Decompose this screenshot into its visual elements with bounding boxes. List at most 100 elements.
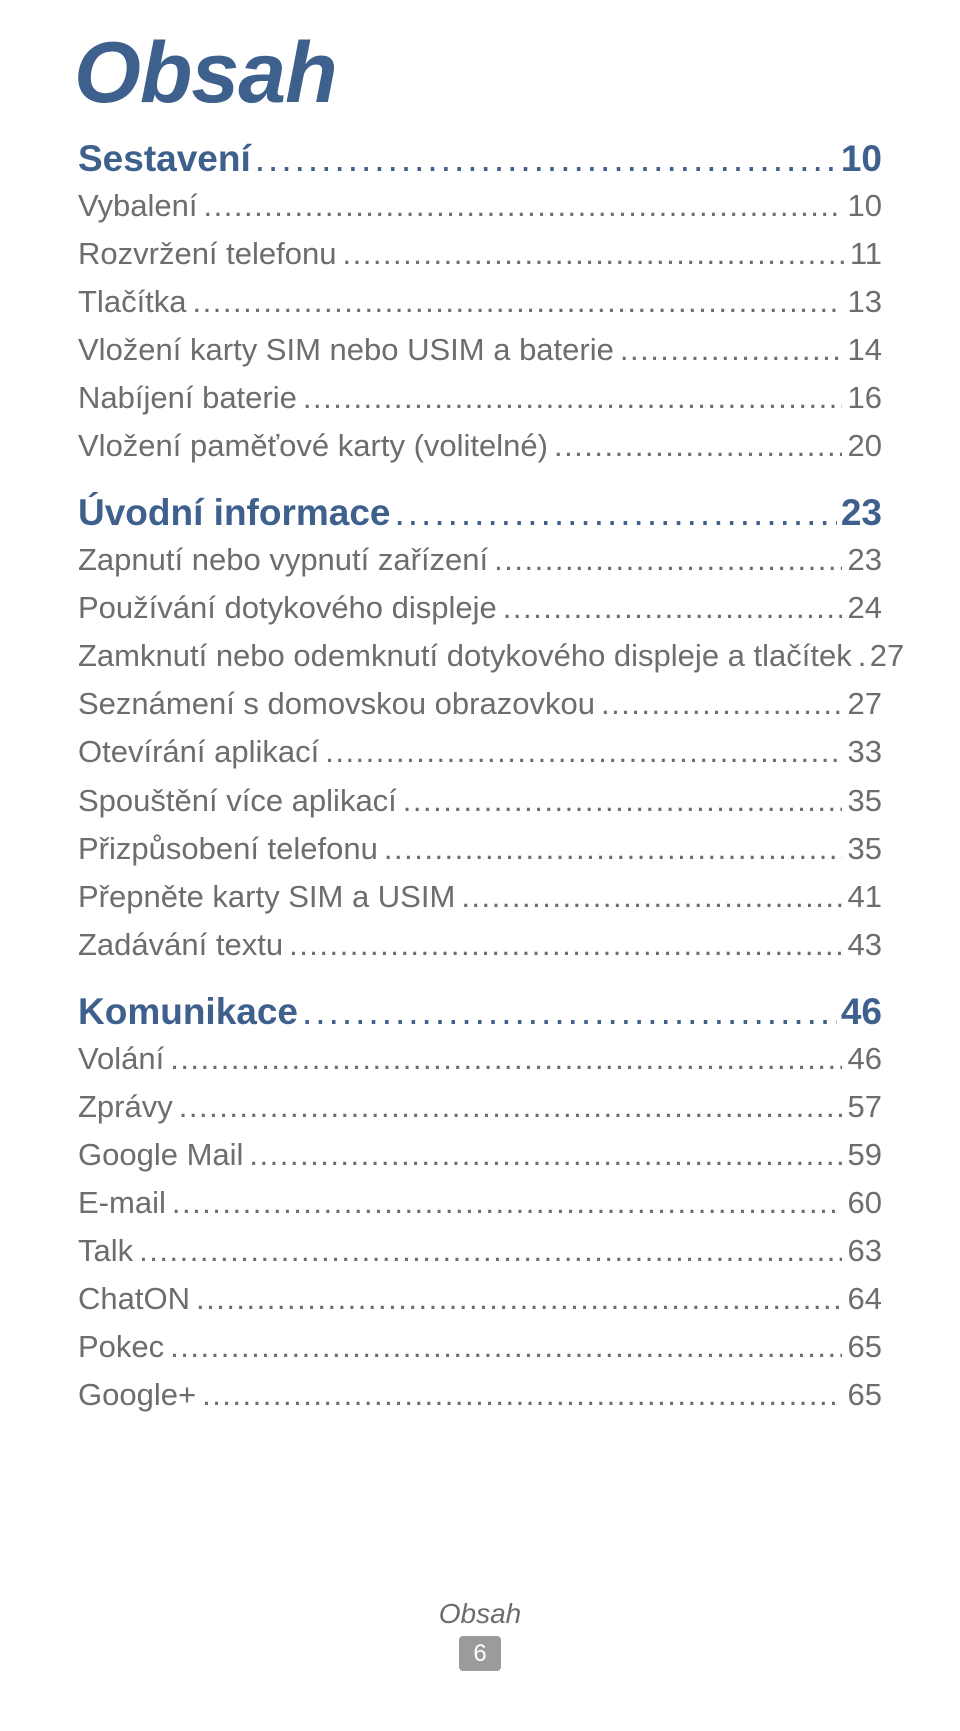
toc-entry-label: Spouštění více aplikací: [78, 777, 397, 825]
toc-entry-page: 10: [842, 182, 882, 230]
toc-entry-label: Vložení karty SIM nebo USIM a baterie: [78, 326, 614, 374]
toc-entry-page: 11: [844, 230, 882, 278]
toc-entry-page: 35: [842, 777, 882, 825]
toc-leader-dots: [497, 584, 842, 632]
toc-entry-page: 60: [842, 1179, 882, 1227]
toc-entry[interactable]: Zapnutí nebo vypnutí zařízení 23: [78, 536, 882, 584]
toc-entry[interactable]: E-mail 60: [78, 1179, 882, 1227]
toc-leader-dots: [319, 728, 841, 776]
toc-entry-label: Volání: [78, 1035, 164, 1083]
toc-leader-dots: [298, 991, 837, 1033]
toc-entry-label: E-mail: [78, 1179, 166, 1227]
toc-entry-label: Přizpůsobení telefonu: [78, 825, 378, 873]
toc-leader-dots: [251, 138, 837, 180]
toc-entry[interactable]: Google Mail 59: [78, 1131, 882, 1179]
toc-entry[interactable]: Pokec 65: [78, 1323, 882, 1371]
toc-entry[interactable]: Zamknutí nebo odemknutí dotykového displ…: [78, 632, 882, 680]
toc-section-page: 10: [837, 138, 882, 180]
toc-entry-label: Vložení paměťové karty (volitelné): [78, 422, 548, 470]
toc-section-page: 23: [837, 492, 882, 534]
toc-entry[interactable]: Talk 63: [78, 1227, 882, 1275]
toc-entry-page: 65: [842, 1323, 882, 1371]
toc-entry[interactable]: Vložení paměťové karty (volitelné) 20: [78, 422, 882, 470]
toc-entry-page: 14: [842, 326, 882, 374]
toc-entry-label: Používání dotykového displeje: [78, 584, 497, 632]
toc-leader-dots: [198, 182, 842, 230]
toc-entry[interactable]: ChatON 64: [78, 1275, 882, 1323]
toc-leader-dots: [283, 921, 841, 969]
toc-entry-page: 64: [842, 1275, 882, 1323]
toc-entry-page: 27: [864, 632, 904, 680]
toc-entry-page: 16: [842, 374, 882, 422]
toc-entry-page: 23: [842, 536, 882, 584]
toc-entry[interactable]: Přepněte karty SIM a USIM 41: [78, 873, 882, 921]
toc-section-label: Sestavení: [78, 138, 251, 180]
toc-section-label: Komunikace: [78, 991, 298, 1033]
page-title: Obsah: [74, 30, 882, 116]
toc-entry[interactable]: Nabíjení baterie 16: [78, 374, 882, 422]
toc-entry[interactable]: Rozvržení telefonu11: [78, 230, 882, 278]
toc-leader-dots: [595, 680, 842, 728]
toc-entry-label: Talk: [78, 1227, 133, 1275]
toc-entry-label: Nabíjení baterie: [78, 374, 297, 422]
toc-entry[interactable]: Vybalení 10: [78, 182, 882, 230]
toc-leader-dots: [391, 492, 837, 534]
toc-entry-page: 46: [842, 1035, 882, 1083]
toc-leader-dots: [336, 230, 843, 278]
toc-leader-dots: [133, 1227, 841, 1275]
toc-entry-page: 57: [842, 1083, 882, 1131]
toc-leader-dots: [173, 1083, 842, 1131]
toc-entry-page: 13: [842, 278, 882, 326]
toc-leader-dots: [243, 1131, 841, 1179]
toc-section-heading[interactable]: Komunikace46: [78, 991, 882, 1033]
toc-entry-label: Vybalení: [78, 182, 198, 230]
toc-entry-label: Pokec: [78, 1323, 164, 1371]
toc-entry-page: 59: [842, 1131, 882, 1179]
toc-section-heading[interactable]: Úvodní informace 23: [78, 492, 882, 534]
toc-leader-dots: [196, 1371, 841, 1419]
toc-leader-dots: [397, 777, 842, 825]
toc-entry-page: 65: [842, 1371, 882, 1419]
toc-entry-label: Zadávání textu: [78, 921, 283, 969]
toc-entry[interactable]: Zprávy57: [78, 1083, 882, 1131]
toc-entry[interactable]: Volání 46: [78, 1035, 882, 1083]
toc-entry-page: 33: [842, 728, 882, 776]
toc-section-heading[interactable]: Sestavení 10: [78, 138, 882, 180]
page-footer: Obsah 6: [0, 1598, 960, 1671]
toc-entry-label: Přepněte karty SIM a USIM: [78, 873, 455, 921]
toc-leader-dots: [164, 1323, 841, 1371]
toc-entry-page: 27: [842, 680, 882, 728]
toc-entry[interactable]: Používání dotykového displeje 24: [78, 584, 882, 632]
toc-entry[interactable]: Otevírání aplikací 33: [78, 728, 882, 776]
toc-entry-label: Zapnutí nebo vypnutí zařízení: [78, 536, 488, 584]
toc-entry-page: 43: [842, 921, 882, 969]
table-of-contents: Sestavení10Vybalení10Rozvržení telefonu1…: [78, 138, 882, 1419]
footer-section-label: Obsah: [0, 1598, 960, 1630]
toc-entry[interactable]: Přizpůsobení telefonu 35: [78, 825, 882, 873]
toc-leader-dots: [166, 1179, 842, 1227]
toc-leader-dots: [378, 825, 842, 873]
toc-entry[interactable]: Tlačítka 13: [78, 278, 882, 326]
toc-entry[interactable]: Seznámení s domovskou obrazovkou 27: [78, 680, 882, 728]
toc-entry-page: 63: [842, 1227, 882, 1275]
toc-entry-page: 20: [842, 422, 882, 470]
footer-page-number: 6: [459, 1636, 500, 1671]
toc-entry-label: Google Mail: [78, 1131, 243, 1179]
toc-leader-dots: [187, 278, 842, 326]
toc-entry-label: Tlačítka: [78, 278, 187, 326]
toc-entry-page: 41: [842, 873, 882, 921]
toc-entry-label: ChatON: [78, 1275, 190, 1323]
toc-entry-label: Google+: [78, 1371, 196, 1419]
toc-entry[interactable]: Google+ 65: [78, 1371, 882, 1419]
toc-entry[interactable]: Vložení karty SIM nebo USIM a baterie 14: [78, 326, 882, 374]
toc-entry-label: Seznámení s domovskou obrazovkou: [78, 680, 595, 728]
toc-entry[interactable]: Spouštění více aplikací 35: [78, 777, 882, 825]
toc-entry[interactable]: Zadávání textu 43: [78, 921, 882, 969]
toc-leader-dots: [852, 632, 864, 680]
toc-entry-page: 24: [842, 584, 882, 632]
toc-leader-dots: [614, 326, 842, 374]
toc-section-label: Úvodní informace: [78, 492, 391, 534]
toc-entry-page: 35: [842, 825, 882, 873]
toc-leader-dots: [488, 536, 841, 584]
toc-entry-label: Otevírání aplikací: [78, 728, 319, 776]
